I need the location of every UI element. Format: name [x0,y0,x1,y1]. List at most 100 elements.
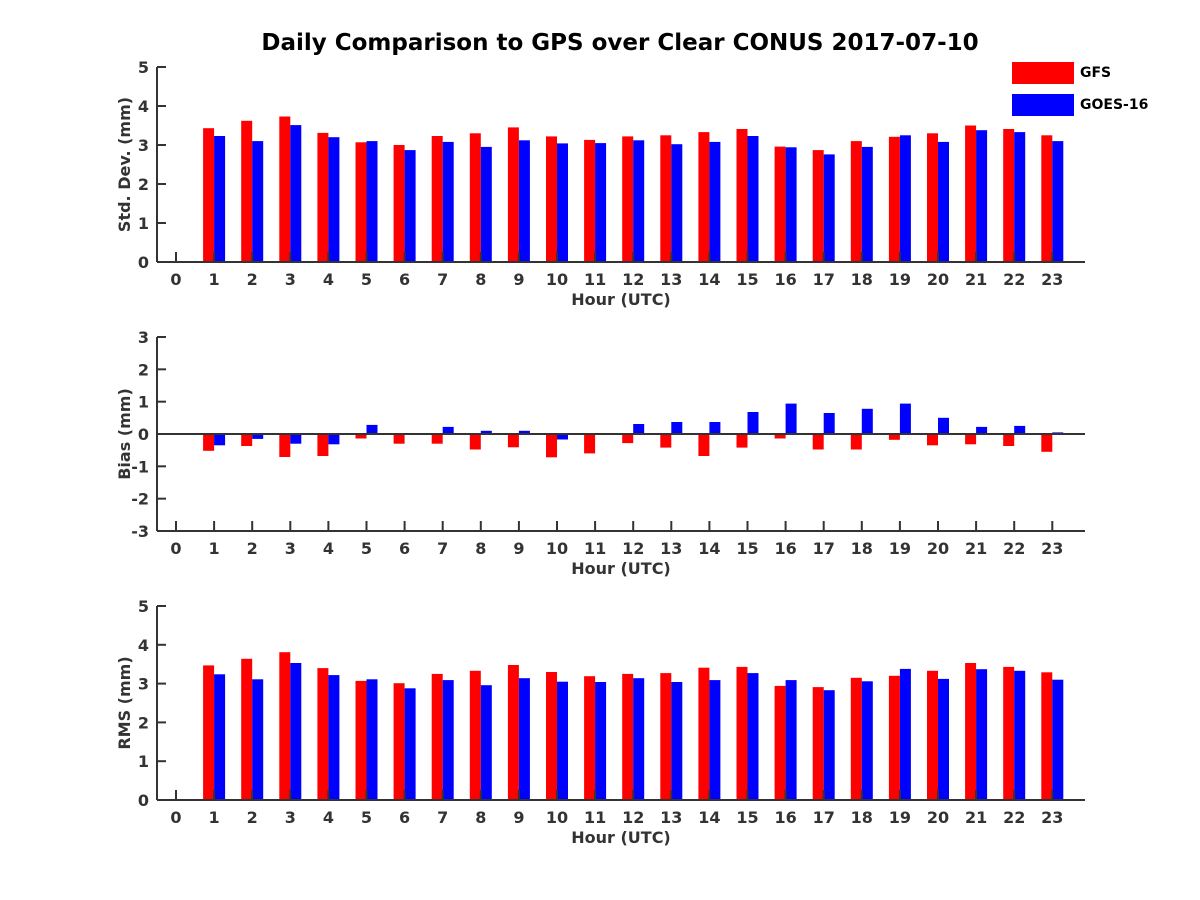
panel3-bar-goes16-17 [823,690,835,800]
panel3-y-tick-label: 3 [138,675,149,694]
panel2-bar-goes16-2 [252,434,264,439]
panel1-bar-goes16-4 [328,137,340,262]
panel3-bar-goes16-23 [1052,679,1064,800]
panel2-x-tick-label: 8 [475,539,486,558]
panel2-bar-gfs-14 [698,434,710,456]
panel3-bar-goes16-4 [328,675,340,800]
panel2-y-tick-label: -2 [131,490,149,509]
panel1-x-tick-label: 19 [889,270,911,289]
panel2-x-tick-label: 19 [889,539,911,558]
panel3-bar-goes16-12 [633,678,645,800]
panel1-bar-goes16-19 [899,135,911,263]
panel3-x-tick-label: 9 [513,808,524,827]
panel3-bar-goes16-18 [861,681,873,800]
panel1-bar-goes16-22 [1014,132,1026,262]
panel3-bar-goes16-21 [976,669,988,800]
panel1-bar-gfs-2 [241,120,253,262]
panel3-x-tick-label: 12 [622,808,644,827]
panel1-bar-goes16-21 [976,130,988,262]
panel2-x-tick-label: 12 [622,539,644,558]
panel3-bar-gfs-16 [774,685,786,800]
panel2-bar-gfs-9 [507,434,519,448]
panel2-x-tick-label: 16 [774,539,796,558]
panel2-bar-gfs-22 [1003,434,1015,446]
panel1-bar-gfs-1 [203,128,215,262]
panel3-bar-goes16-14 [709,680,721,800]
panel3-x-tick-label: 15 [736,808,758,827]
panel3-bar-gfs-17 [812,687,824,800]
panel2-bar-goes16-7 [442,426,454,434]
panel2-bar-goes16-22 [1014,425,1026,434]
panel2-bar-goes16-12 [633,424,645,434]
panel2-bar-goes16-10 [557,434,568,440]
panel1-y-tick-label: 2 [138,175,149,194]
panel3-x-tick-label: 19 [889,808,911,827]
panel1-x-tick-label: 11 [584,270,606,289]
panel1-x-tick-label: 20 [927,270,949,289]
panel1-bar-goes16-16 [785,147,797,262]
panel1-x-tick-label: 13 [660,270,682,289]
legend-swatch-goes16 [1012,94,1074,116]
panel3-bar-goes16-2 [252,679,264,800]
panel1-bar-goes16-1 [214,136,226,262]
panel2-bar-gfs-7 [431,434,443,444]
panel2-bar-gfs-19 [888,434,900,440]
panel2-x-tick-label: 5 [361,539,372,558]
panel3-x-tick-label: 16 [774,808,796,827]
panel3-x-tick-label: 10 [546,808,568,827]
panel1-bar-gfs-4 [317,132,329,262]
panel1-bar-goes16-2 [252,141,264,262]
legend-swatch-gfs [1012,62,1074,84]
panel3-bar-gfs-19 [888,675,900,800]
panel3-bar-gfs-3 [279,652,291,800]
panel1-bar-goes16-18 [861,146,873,262]
panel2-bar-gfs-8 [469,434,481,450]
panel2-bar-gfs-2 [241,434,253,446]
panel1-bar-goes16-10 [557,143,568,262]
panel1-bar-gfs-14 [698,132,710,262]
panel1-y-axis-label: Std. Dev. (mm) [115,97,134,232]
panel3-y-axis-label: RMS (mm) [115,656,134,749]
panel2-x-tick-label: 11 [584,539,606,558]
panel1-x-tick-label: 3 [285,270,296,289]
panel3-bar-goes16-20 [938,678,949,800]
panel1-bar-gfs-20 [927,133,938,262]
panel1-x-tick-label: 9 [513,270,524,289]
legend-label-gfs: GFS [1080,65,1112,81]
panel2-bar-gfs-4 [317,434,329,456]
panel2-x-tick-label: 14 [698,539,720,558]
panel3-x-tick-label: 13 [660,808,682,827]
panel1-x-tick-label: 15 [736,270,758,289]
panel2-x-axis-label: Hour (UTC) [571,559,671,578]
panel1-x-tick-label: 10 [546,270,568,289]
panel2-x-tick-label: 15 [736,539,758,558]
panel2-x-tick-label: 9 [513,539,524,558]
panel1-bar-goes16-3 [290,125,302,262]
panel1-bar-goes16-8 [480,146,492,262]
panel3-bar-goes16-11 [595,682,607,800]
panel1-bar-goes16-5 [366,141,378,262]
panel2-bar-goes16-17 [823,413,835,434]
panel1-x-tick-label: 0 [170,270,181,289]
panel3-bar-gfs-5 [355,680,367,800]
panel2-y-tick-label: 3 [138,328,149,347]
panel3-bar-gfs-10 [546,672,557,800]
panel1-x-tick-label: 2 [247,270,258,289]
panel2-bar-gfs-13 [660,434,672,448]
panel2-y-axis-label: Bias (mm) [115,388,134,480]
panel2-x-tick-label: 18 [851,539,873,558]
panel3-bar-gfs-11 [584,676,596,800]
panel3-x-tick-label: 5 [361,808,372,827]
panel1-bar-goes16-17 [823,154,835,262]
panel2-x-tick-label: 22 [1003,539,1025,558]
panel1-bar-gfs-6 [393,145,405,262]
panel2-bar-gfs-16 [774,434,786,439]
panel2-bar-goes16-18 [861,408,873,434]
panel3-bar-goes16-6 [404,688,416,800]
panel3-bar-goes16-10 [557,681,568,800]
panel3-y-tick-label: 0 [138,791,149,810]
panel2-bar-gfs-21 [965,434,977,445]
panel3-bar-gfs-23 [1041,672,1053,800]
panel1-y-tick-label: 5 [138,58,149,77]
panel2-x-tick-label: 6 [399,539,410,558]
